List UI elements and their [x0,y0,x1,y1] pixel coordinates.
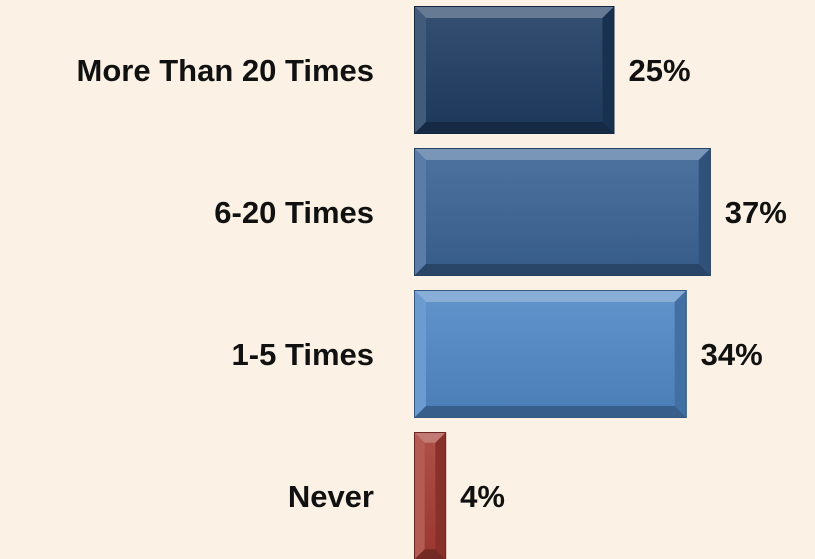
category-label: 1-5 Times [232,337,374,372]
value-label: 25% [629,53,691,88]
labels-layer: More Than 20 Times 25% 6-20 Times 37% 1-5 Ti… [77,53,787,514]
value-label: 4% [460,479,505,514]
category-label: 6-20 Times [214,195,374,230]
value-label: 34% [701,337,763,372]
bars-layer [414,6,711,559]
bar-6-20-times [414,148,711,276]
category-label: More Than 20 Times [77,53,374,88]
bar-more-than-20-times [414,6,615,134]
category-label: Never [288,479,374,514]
value-label: 37% [725,195,787,230]
bar-never [414,432,447,559]
bar-1-5-times [414,290,687,418]
